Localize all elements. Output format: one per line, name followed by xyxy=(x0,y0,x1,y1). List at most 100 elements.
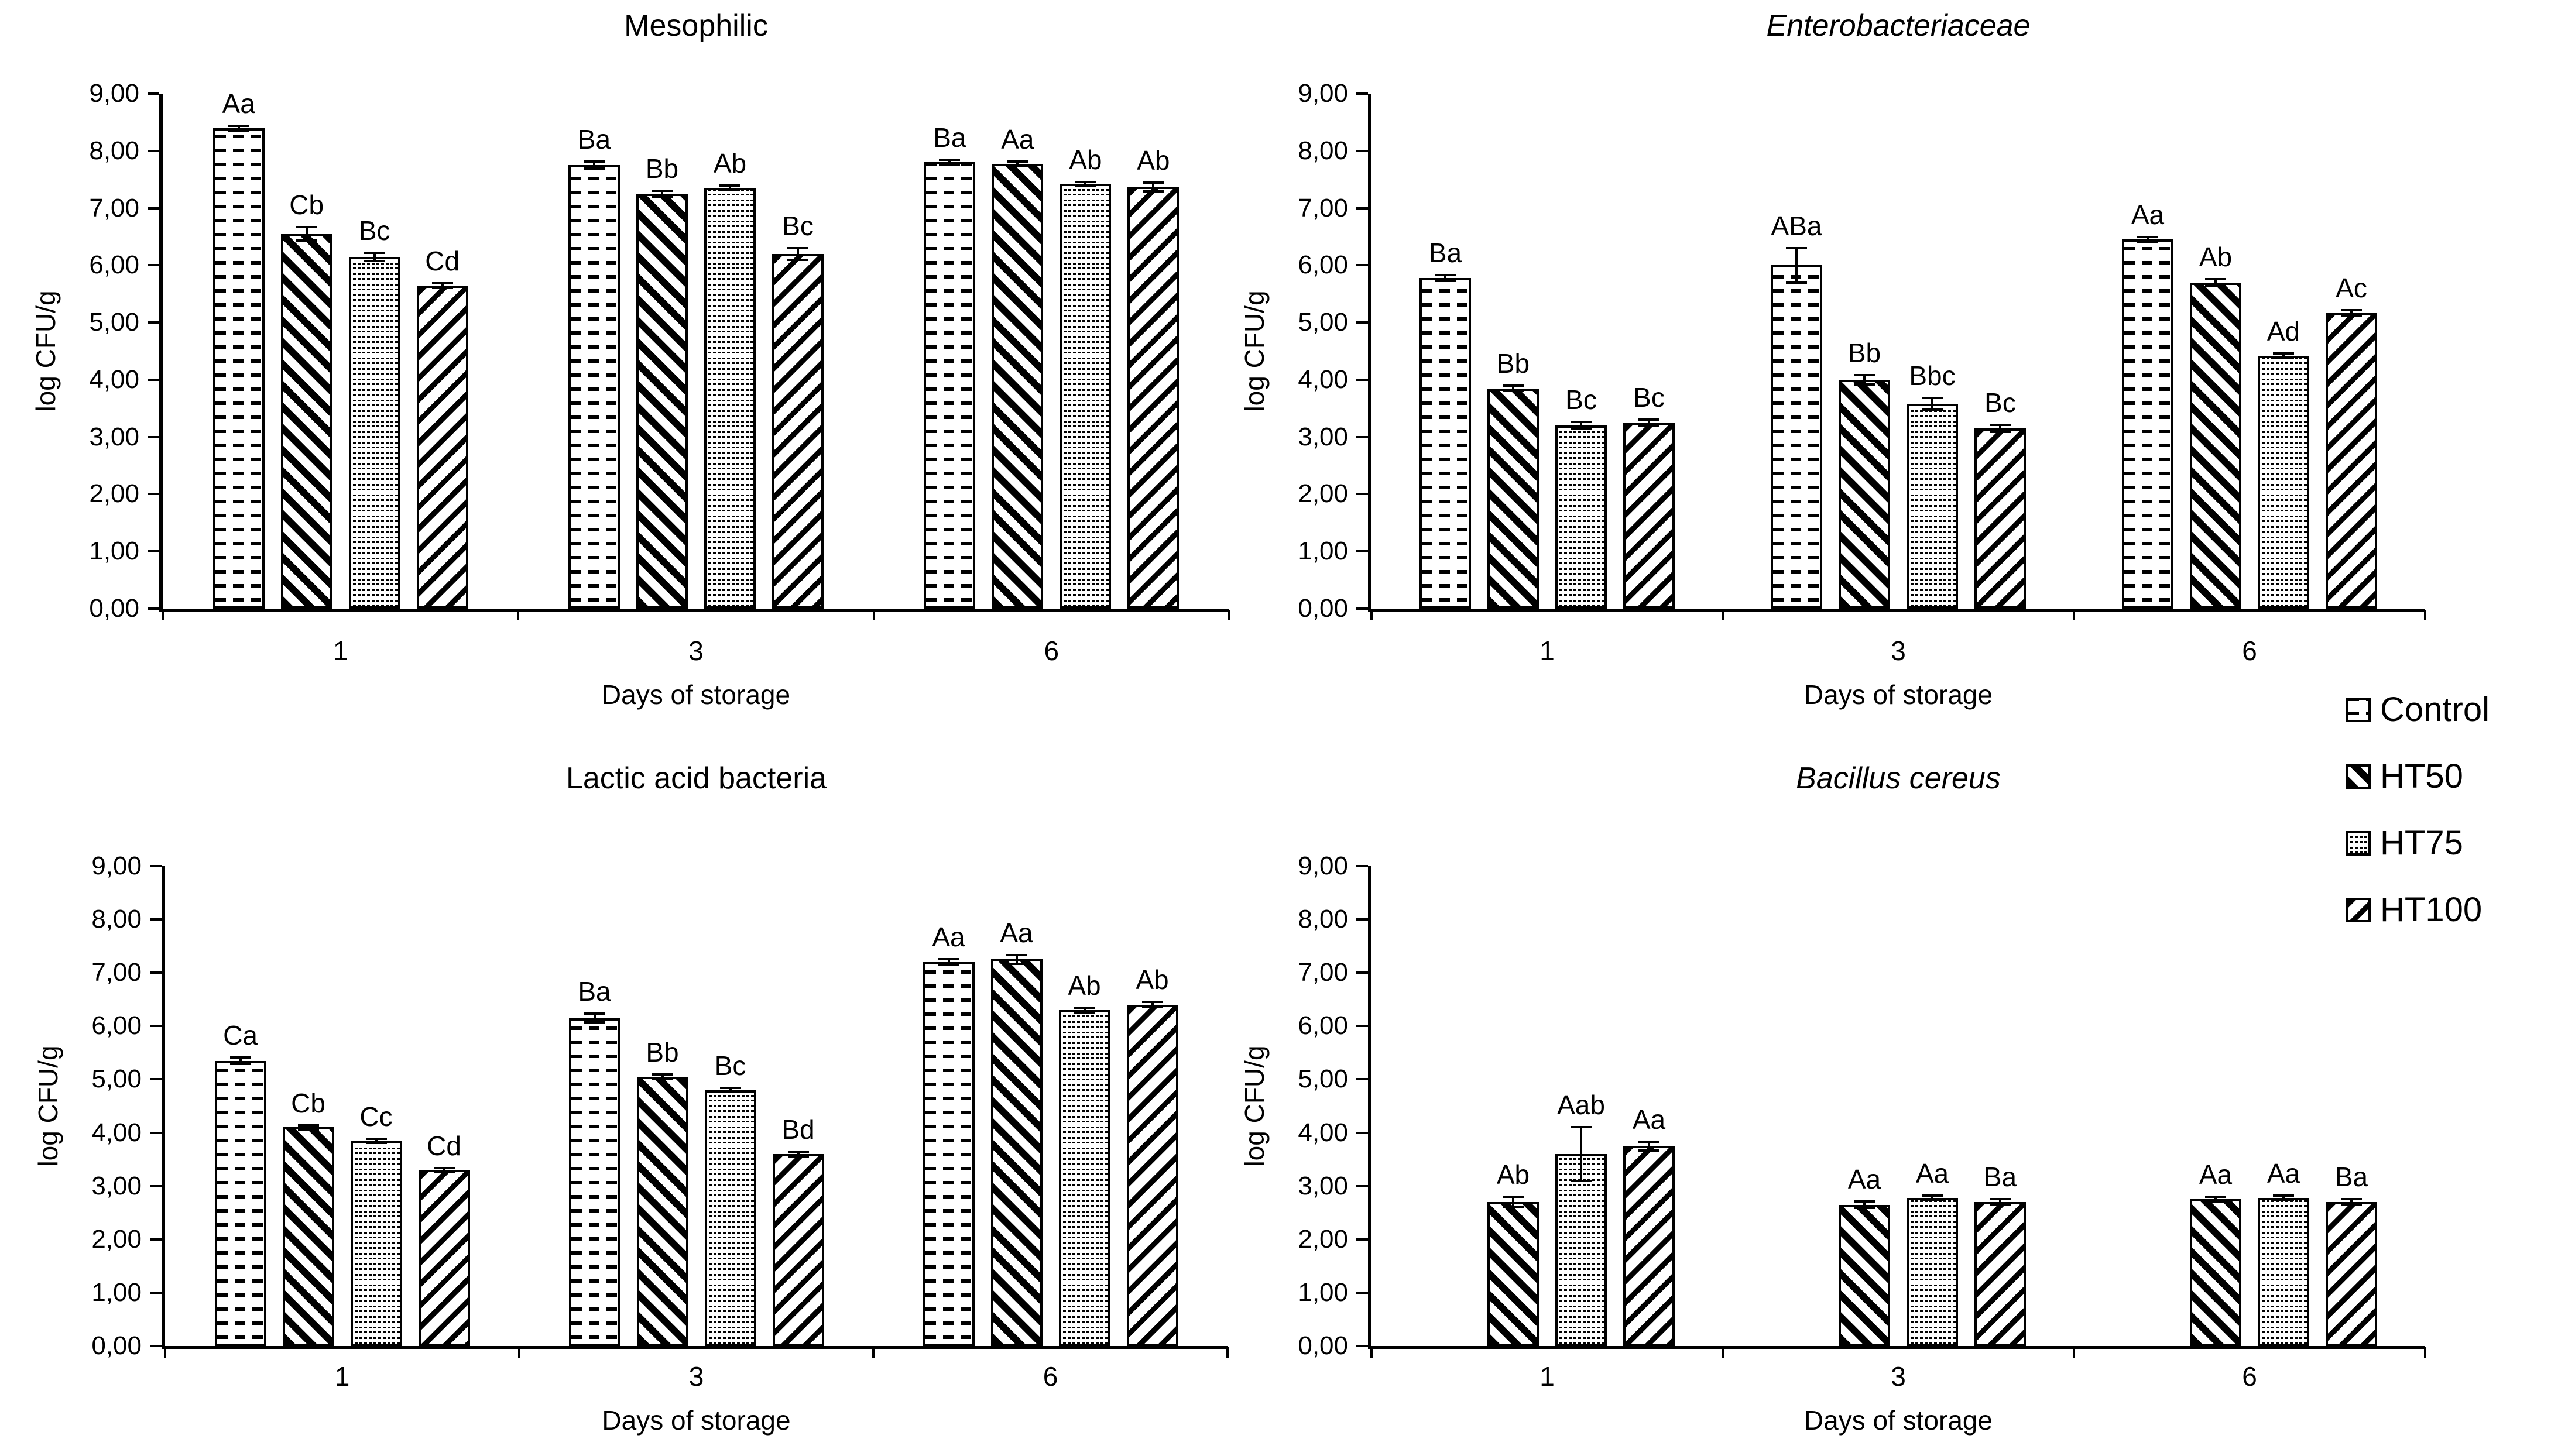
y-tick-label: 8,00 xyxy=(1298,136,1348,165)
bar-ht50-day1 xyxy=(280,233,332,609)
error-bar-cap-bottom xyxy=(2205,1201,2226,1203)
error-bar-whisker xyxy=(1931,398,1933,410)
y-tick-label: 4,00 xyxy=(89,365,139,394)
bar-ht75-day6 xyxy=(2258,1197,2309,1346)
x-axis-title: Days of storage xyxy=(601,679,791,710)
bar-ht100-day6 xyxy=(2326,1202,2377,1346)
x-tick-label: 6 xyxy=(2242,1361,2257,1392)
significance-label: Ba xyxy=(933,122,966,153)
error-bar-whisker xyxy=(2214,279,2217,286)
y-tick-label: 9,00 xyxy=(1298,851,1348,880)
error-bar-cap-bottom xyxy=(365,1141,387,1144)
x-tick-label: 6 xyxy=(2242,636,2257,666)
y-tick-mark xyxy=(1356,493,1368,496)
significance-label: Aa xyxy=(2267,1158,2300,1189)
x-tick-label: 1 xyxy=(334,1361,350,1392)
significance-label: Ab xyxy=(2199,241,2233,272)
y-tick-label: 1,00 xyxy=(1298,1278,1348,1307)
error-bar-whisker xyxy=(2282,353,2285,358)
error-bar-whisker xyxy=(1512,385,1514,392)
y-tick-mark xyxy=(148,264,159,267)
error-bar-cap-top xyxy=(365,1137,387,1140)
significance-label: Bb xyxy=(645,153,679,184)
y-tick-mark xyxy=(148,149,159,152)
y-tick-mark xyxy=(1356,1291,1368,1294)
y-tick-label: 8,00 xyxy=(89,136,139,165)
error-bar-whisker xyxy=(1863,1201,1866,1208)
error-bar-cap-bottom xyxy=(652,1077,673,1080)
error-bar-cap-bottom xyxy=(584,1021,605,1024)
x-tick-label: 3 xyxy=(1891,636,1906,666)
x-tick-mark xyxy=(1722,610,1724,620)
bar-ht100-day3 xyxy=(772,1154,824,1346)
error-bar-cap-bottom xyxy=(2341,1203,2362,1206)
error-bar-cap-bottom xyxy=(584,167,605,170)
x-tick-mark xyxy=(2424,610,2426,620)
x-tick-mark xyxy=(517,610,520,620)
error-bar-whisker xyxy=(729,186,731,191)
error-bar-whisker xyxy=(661,191,663,197)
error-bar-cap-top xyxy=(938,958,959,961)
error-bar-whisker xyxy=(1151,1002,1154,1008)
y-tick-mark xyxy=(150,1238,162,1241)
error-bar-cap-top xyxy=(939,159,961,162)
significance-label: Bbc xyxy=(1909,360,1956,392)
error-bar-cap-bottom xyxy=(2341,314,2362,317)
y-tick-label: 6,00 xyxy=(1298,1011,1348,1041)
y-tick-mark xyxy=(150,1291,162,1294)
significance-label: Cb xyxy=(291,1087,325,1118)
error-bar-cap-top xyxy=(652,190,673,193)
y-tick-mark xyxy=(150,865,162,867)
x-tick-label: 1 xyxy=(1539,636,1555,666)
x-tick-mark xyxy=(164,1347,166,1358)
error-bar-whisker xyxy=(1016,162,1019,167)
bar-ht50-day1 xyxy=(1487,388,1539,609)
error-bar-cap-top xyxy=(2341,308,2362,311)
significance-label: Bc xyxy=(1633,382,1665,413)
x-axis-title: Days of storage xyxy=(602,1405,791,1436)
error-bar-cap-top xyxy=(2205,277,2226,280)
plot-area xyxy=(1368,866,2425,1349)
error-bar-cap-bottom xyxy=(1571,1179,1592,1182)
bar-ht50-day6 xyxy=(990,959,1043,1346)
error-bar-cap-top xyxy=(787,1151,809,1153)
error-bar-whisker xyxy=(375,1138,378,1143)
y-tick-label: 7,00 xyxy=(1298,193,1348,222)
significance-label: ABa xyxy=(1771,211,1822,241)
significance-label: Cc xyxy=(359,1101,393,1132)
error-bar-cap-bottom xyxy=(719,1091,741,1094)
error-bar-cap-top xyxy=(1075,180,1096,183)
y-tick-mark xyxy=(150,1131,162,1134)
significance-label: Aa xyxy=(222,88,255,119)
error-bar-cap-bottom xyxy=(1503,390,1524,393)
y-tick-label: 4,00 xyxy=(91,1118,142,1147)
error-bar-whisker xyxy=(2350,1199,2353,1205)
error-bar-whisker xyxy=(2350,310,2353,316)
error-bar-cap-top xyxy=(652,1073,673,1076)
bar-ht100-day6 xyxy=(2326,313,2377,609)
legend-item-label: HT100 xyxy=(2380,891,2483,929)
error-bar-whisker xyxy=(1084,181,1087,187)
bar-control-day3 xyxy=(568,1018,620,1346)
significance-label: Bc xyxy=(1565,384,1597,415)
error-bar-cap-top xyxy=(1786,247,1807,249)
error-bar-whisker xyxy=(797,248,799,260)
y-tick-label: 6,00 xyxy=(1298,250,1348,280)
y-tick-label: 0,00 xyxy=(1298,594,1348,623)
significance-label: Ab xyxy=(1137,145,1170,176)
bar-ht100-day6 xyxy=(1126,1004,1178,1346)
error-bar-cap-bottom xyxy=(1786,281,1807,284)
y-tick-label: 3,00 xyxy=(91,1171,142,1200)
bar-ht100-day1 xyxy=(1623,423,1675,609)
significance-label: Aa xyxy=(2131,200,2165,231)
significance-label: Ba xyxy=(1428,237,1462,268)
y-tick-mark xyxy=(1356,435,1368,438)
error-bar-cap-bottom xyxy=(1990,1203,2011,1206)
y-tick-label: 9,00 xyxy=(1298,79,1348,108)
significance-label: Cd xyxy=(427,1130,461,1161)
significance-label: Cd xyxy=(425,245,460,276)
bar-control-day1 xyxy=(212,128,265,609)
significance-label: Aa xyxy=(1632,1104,1666,1135)
y-tick-label: 0,00 xyxy=(1298,1331,1348,1360)
y-tick-label: 7,00 xyxy=(1298,958,1348,987)
